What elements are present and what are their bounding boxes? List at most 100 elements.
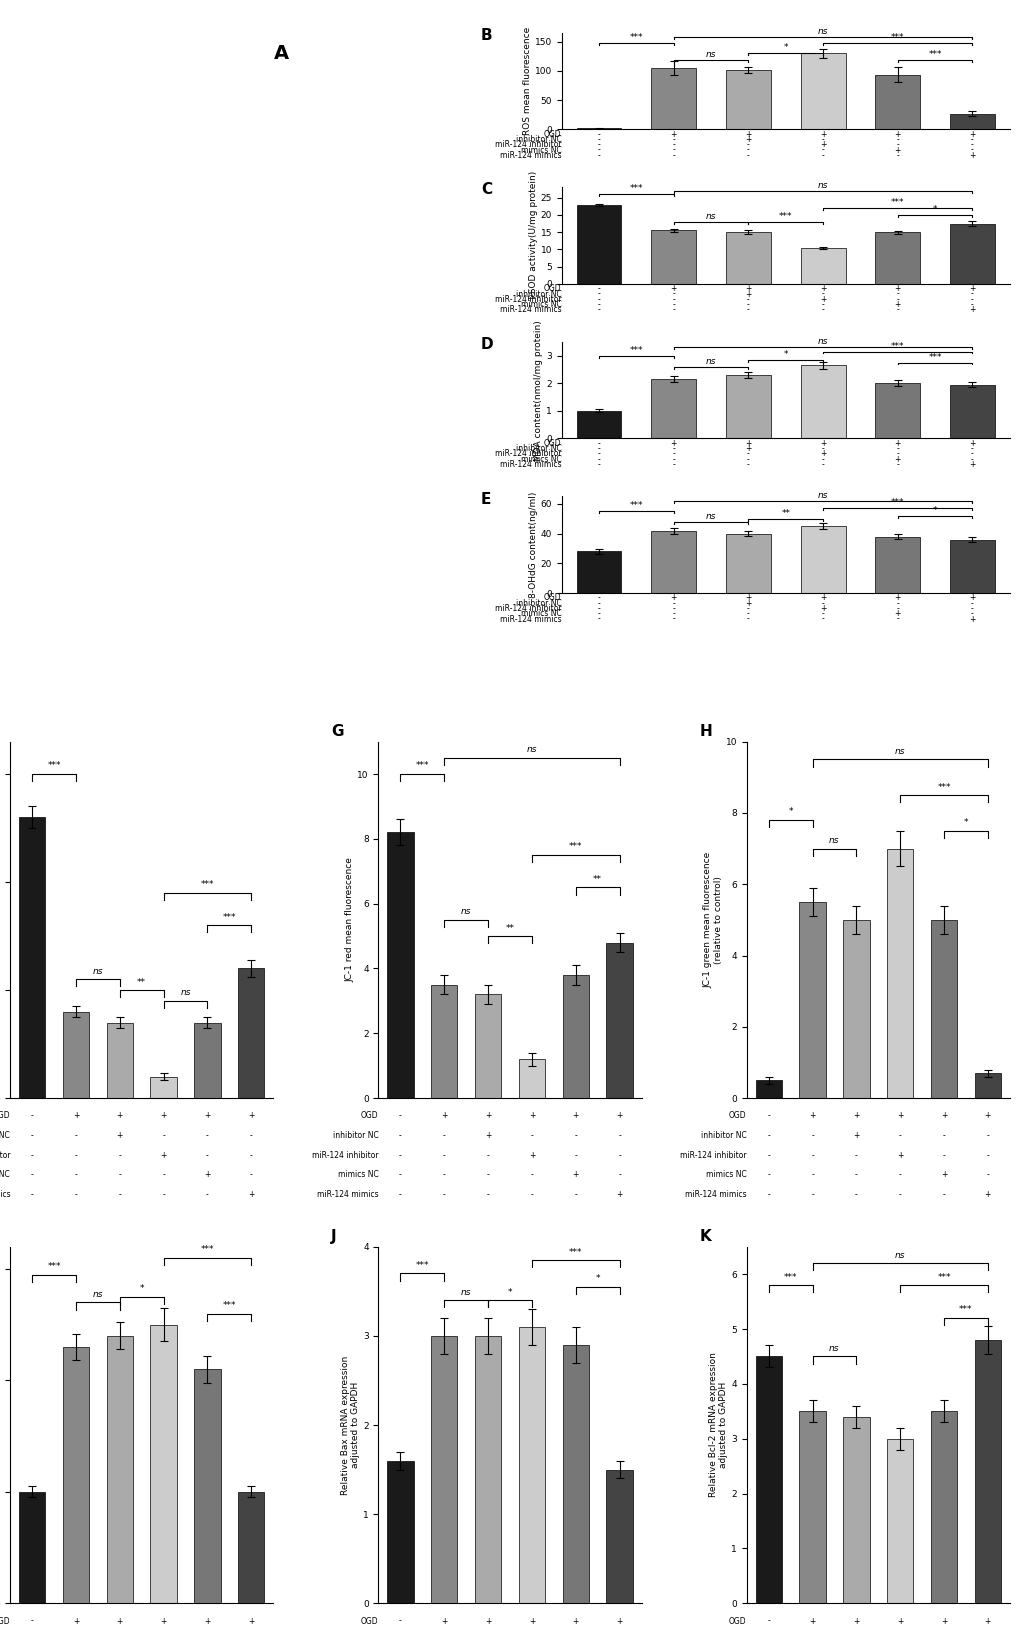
Text: ***: ***: [891, 198, 904, 208]
Text: -: -: [398, 1616, 401, 1626]
Text: -: -: [398, 1111, 401, 1121]
Text: -: -: [118, 1189, 121, 1199]
Bar: [238, 1492, 264, 1603]
Text: inhibitor NC: inhibitor NC: [516, 134, 561, 144]
Text: ***: ***: [201, 880, 214, 890]
Text: miR-124 inhibitor: miR-124 inhibitor: [680, 1150, 746, 1160]
Text: +: +: [669, 438, 677, 448]
Text: +: +: [116, 1111, 123, 1121]
Text: **: **: [138, 978, 146, 987]
Text: -: -: [530, 1170, 533, 1180]
Bar: [843, 919, 868, 1098]
Text: ***: ***: [927, 353, 941, 362]
Text: +: +: [968, 438, 975, 448]
Text: ***: ***: [222, 913, 236, 921]
Bar: [576, 204, 621, 285]
Bar: [874, 537, 919, 592]
Text: -: -: [398, 1130, 401, 1140]
Text: **: **: [505, 923, 514, 933]
Text: OGD: OGD: [729, 1111, 746, 1121]
Text: OGD: OGD: [361, 1616, 378, 1626]
Text: inhibitor NC: inhibitor NC: [700, 1130, 746, 1140]
Text: -: -: [597, 450, 600, 458]
Text: ns: ns: [705, 51, 715, 59]
Text: -: -: [746, 306, 749, 314]
Text: -: -: [898, 1189, 901, 1199]
Text: -: -: [618, 1150, 621, 1160]
Text: miR-124 inhibitor: miR-124 inhibitor: [494, 450, 561, 458]
Text: +: +: [894, 285, 900, 293]
Text: +: +: [852, 1130, 859, 1140]
Text: -: -: [821, 609, 823, 618]
Text: -: -: [821, 455, 823, 463]
Text: +: +: [894, 299, 900, 309]
Text: -: -: [766, 1170, 769, 1180]
Text: -: -: [942, 1150, 945, 1160]
Text: +: +: [894, 609, 900, 618]
Text: -: -: [970, 299, 973, 309]
Text: -: -: [854, 1189, 857, 1199]
Text: -: -: [442, 1130, 445, 1140]
Text: -: -: [486, 1150, 489, 1160]
Text: -: -: [898, 1130, 901, 1140]
Text: -: -: [597, 134, 600, 144]
Text: -: -: [821, 443, 823, 453]
Text: +: +: [852, 1616, 859, 1626]
Text: -: -: [985, 1130, 988, 1140]
Text: -: -: [970, 290, 973, 298]
Text: -: -: [970, 294, 973, 304]
Text: ***: ***: [629, 501, 643, 510]
Text: ***: ***: [891, 499, 904, 507]
Text: +: +: [896, 1150, 903, 1160]
Text: -: -: [618, 1170, 621, 1180]
Bar: [874, 75, 919, 129]
Bar: [475, 995, 500, 1098]
Text: +: +: [894, 455, 900, 463]
Text: inhibitor NC: inhibitor NC: [516, 443, 561, 453]
Text: -: -: [250, 1150, 253, 1160]
Text: +: +: [968, 306, 975, 314]
Text: +: +: [116, 1130, 123, 1140]
Text: ns: ns: [93, 1289, 103, 1299]
Text: K: K: [699, 1229, 710, 1243]
Text: ***: ***: [936, 782, 950, 792]
Bar: [63, 1011, 89, 1098]
Text: -: -: [821, 299, 823, 309]
Text: ns: ns: [828, 1343, 839, 1353]
Text: -: -: [672, 134, 675, 144]
Bar: [974, 1340, 1000, 1603]
Bar: [151, 1076, 176, 1098]
Text: -: -: [74, 1130, 77, 1140]
Text: -: -: [118, 1150, 121, 1160]
Text: -: -: [597, 146, 600, 154]
Text: -: -: [597, 615, 600, 623]
Text: +: +: [72, 1616, 79, 1626]
Text: miR-124 mimics: miR-124 mimics: [685, 1189, 746, 1199]
Text: +: +: [572, 1616, 579, 1626]
Bar: [63, 1346, 89, 1603]
Bar: [874, 383, 919, 438]
Text: -: -: [896, 443, 899, 453]
Text: ***: ***: [569, 843, 582, 851]
Text: -: -: [597, 141, 600, 149]
Text: -: -: [821, 306, 823, 314]
Text: -: -: [398, 1189, 401, 1199]
Text: +: +: [745, 134, 751, 144]
Text: -: -: [896, 141, 899, 149]
Bar: [726, 232, 770, 285]
Text: ***: ***: [222, 1301, 236, 1310]
Text: -: -: [398, 1170, 401, 1180]
Text: -: -: [486, 1170, 489, 1180]
Bar: [576, 411, 621, 438]
Bar: [930, 919, 956, 1098]
Text: ns: ns: [817, 26, 827, 36]
Text: -: -: [672, 146, 675, 154]
Text: +: +: [819, 450, 825, 458]
Text: +: +: [968, 285, 975, 293]
Text: -: -: [970, 141, 973, 149]
Text: -: -: [896, 460, 899, 470]
Text: -: -: [985, 1170, 988, 1180]
Text: A: A: [273, 44, 288, 62]
Text: *: *: [507, 1288, 512, 1297]
Text: ***: ***: [629, 33, 643, 41]
